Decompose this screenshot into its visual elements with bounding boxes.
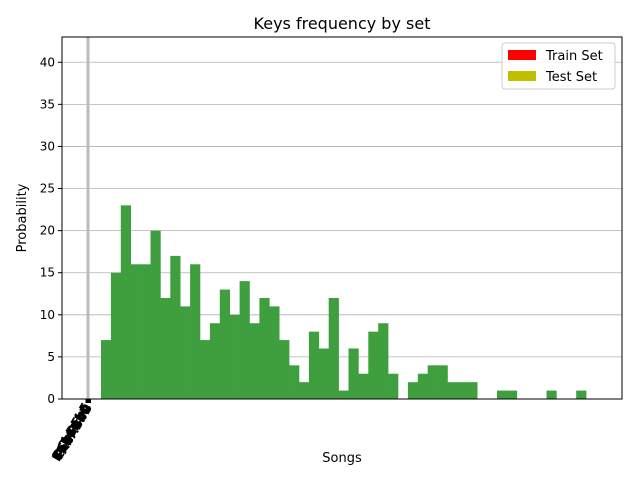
bar [576,390,587,399]
bar [368,331,379,399]
bar [289,365,300,399]
bar [457,382,468,399]
bar [130,264,141,399]
bar [209,323,221,399]
bar [170,255,181,399]
bar [447,382,458,399]
bar [160,297,171,399]
bar [190,264,201,399]
bar [427,365,438,399]
bar [407,382,419,399]
x-axis-label: Songs [322,451,362,466]
bar [150,230,161,399]
y-tick-label: 20 [40,224,55,238]
y-tick-label: 10 [40,308,55,322]
y-tick-label: 25 [40,182,55,196]
bar [279,340,290,399]
plot-frame [61,36,623,400]
y-tick-label: 15 [40,266,55,280]
legend-label-test: Test Set [545,70,597,85]
legend: Train Set Test Set [501,42,616,90]
bar [506,390,518,399]
bar [140,264,151,399]
bar [467,382,478,399]
bars [101,205,587,399]
bar [180,306,191,399]
bar [229,314,240,399]
chart-title: Keys frequency by set [254,14,431,33]
bar [259,297,270,399]
y-tick-label: 5 [47,350,55,364]
y-tick-label: 40 [40,55,55,69]
y-axis-ticks: 0 5 10 15 20 25 30 35 40 [40,55,62,406]
y-tick-label: 35 [40,97,55,111]
bar [497,390,508,399]
bar [120,205,131,399]
bar [101,340,112,399]
bar [378,323,389,399]
bar [318,348,329,399]
bar [200,340,211,399]
bar [388,373,399,399]
legend-label-train: Train Set [545,49,603,64]
bar [348,348,359,399]
bar [308,331,320,399]
bar [269,306,280,399]
bar [239,281,250,399]
legend-swatch-train [508,50,536,60]
y-tick-label: 30 [40,139,55,153]
bar [249,323,260,399]
bar [299,382,310,399]
bar [437,365,448,399]
y-tick-label: 0 [47,392,55,406]
bar [417,373,428,399]
bar [328,297,339,399]
bar [338,390,349,399]
bar [358,373,369,399]
legend-swatch-test [508,71,536,81]
bar [219,289,230,399]
bar [110,272,122,399]
bar [546,390,557,399]
y-axis-label: Probability [15,183,30,252]
